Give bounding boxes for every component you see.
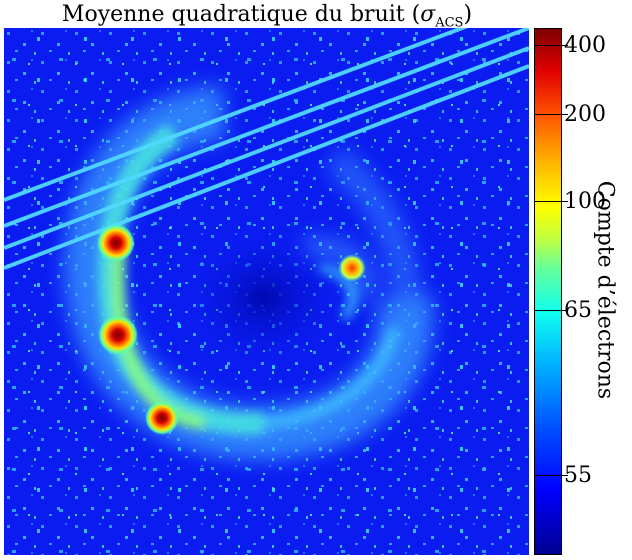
colorbar-tick-label-55: 55 xyxy=(564,463,592,488)
diagonal-streaks xyxy=(4,28,529,270)
colorbar-tick-label-200: 200 xyxy=(564,102,606,127)
colorbar-tick-label-65: 65 xyxy=(564,298,592,323)
colorbar-label: Compte d’électrons xyxy=(592,180,618,400)
colorbar-tick-200 xyxy=(534,114,568,115)
colorbar-tick-55 xyxy=(534,475,568,476)
figure-title: Moyenne quadratique du bruit (σACS) xyxy=(0,2,534,36)
title-text: Moyenne quadratique du bruit ( xyxy=(61,2,421,27)
hotspot-lower xyxy=(145,401,179,435)
colorbar-tick-label-100: 100 xyxy=(564,189,606,214)
title-symbol: σ xyxy=(420,2,436,27)
colorbar xyxy=(534,28,562,555)
colorbar-tick-label-400: 400 xyxy=(564,33,606,58)
noise-map-image xyxy=(4,28,529,555)
title-close: ) xyxy=(463,2,473,27)
hotspot-middle-left xyxy=(98,315,138,355)
hotspot-right xyxy=(338,254,366,282)
central-dark-region xyxy=(184,228,344,368)
colorbar-tick-100 xyxy=(534,201,568,202)
colorbar-tick-400 xyxy=(534,45,568,46)
hotspot-upper-left xyxy=(97,224,135,262)
colorbar-tick-65 xyxy=(534,310,568,311)
title-subscript: ACS xyxy=(435,15,464,31)
noise-map-svg xyxy=(4,28,529,555)
